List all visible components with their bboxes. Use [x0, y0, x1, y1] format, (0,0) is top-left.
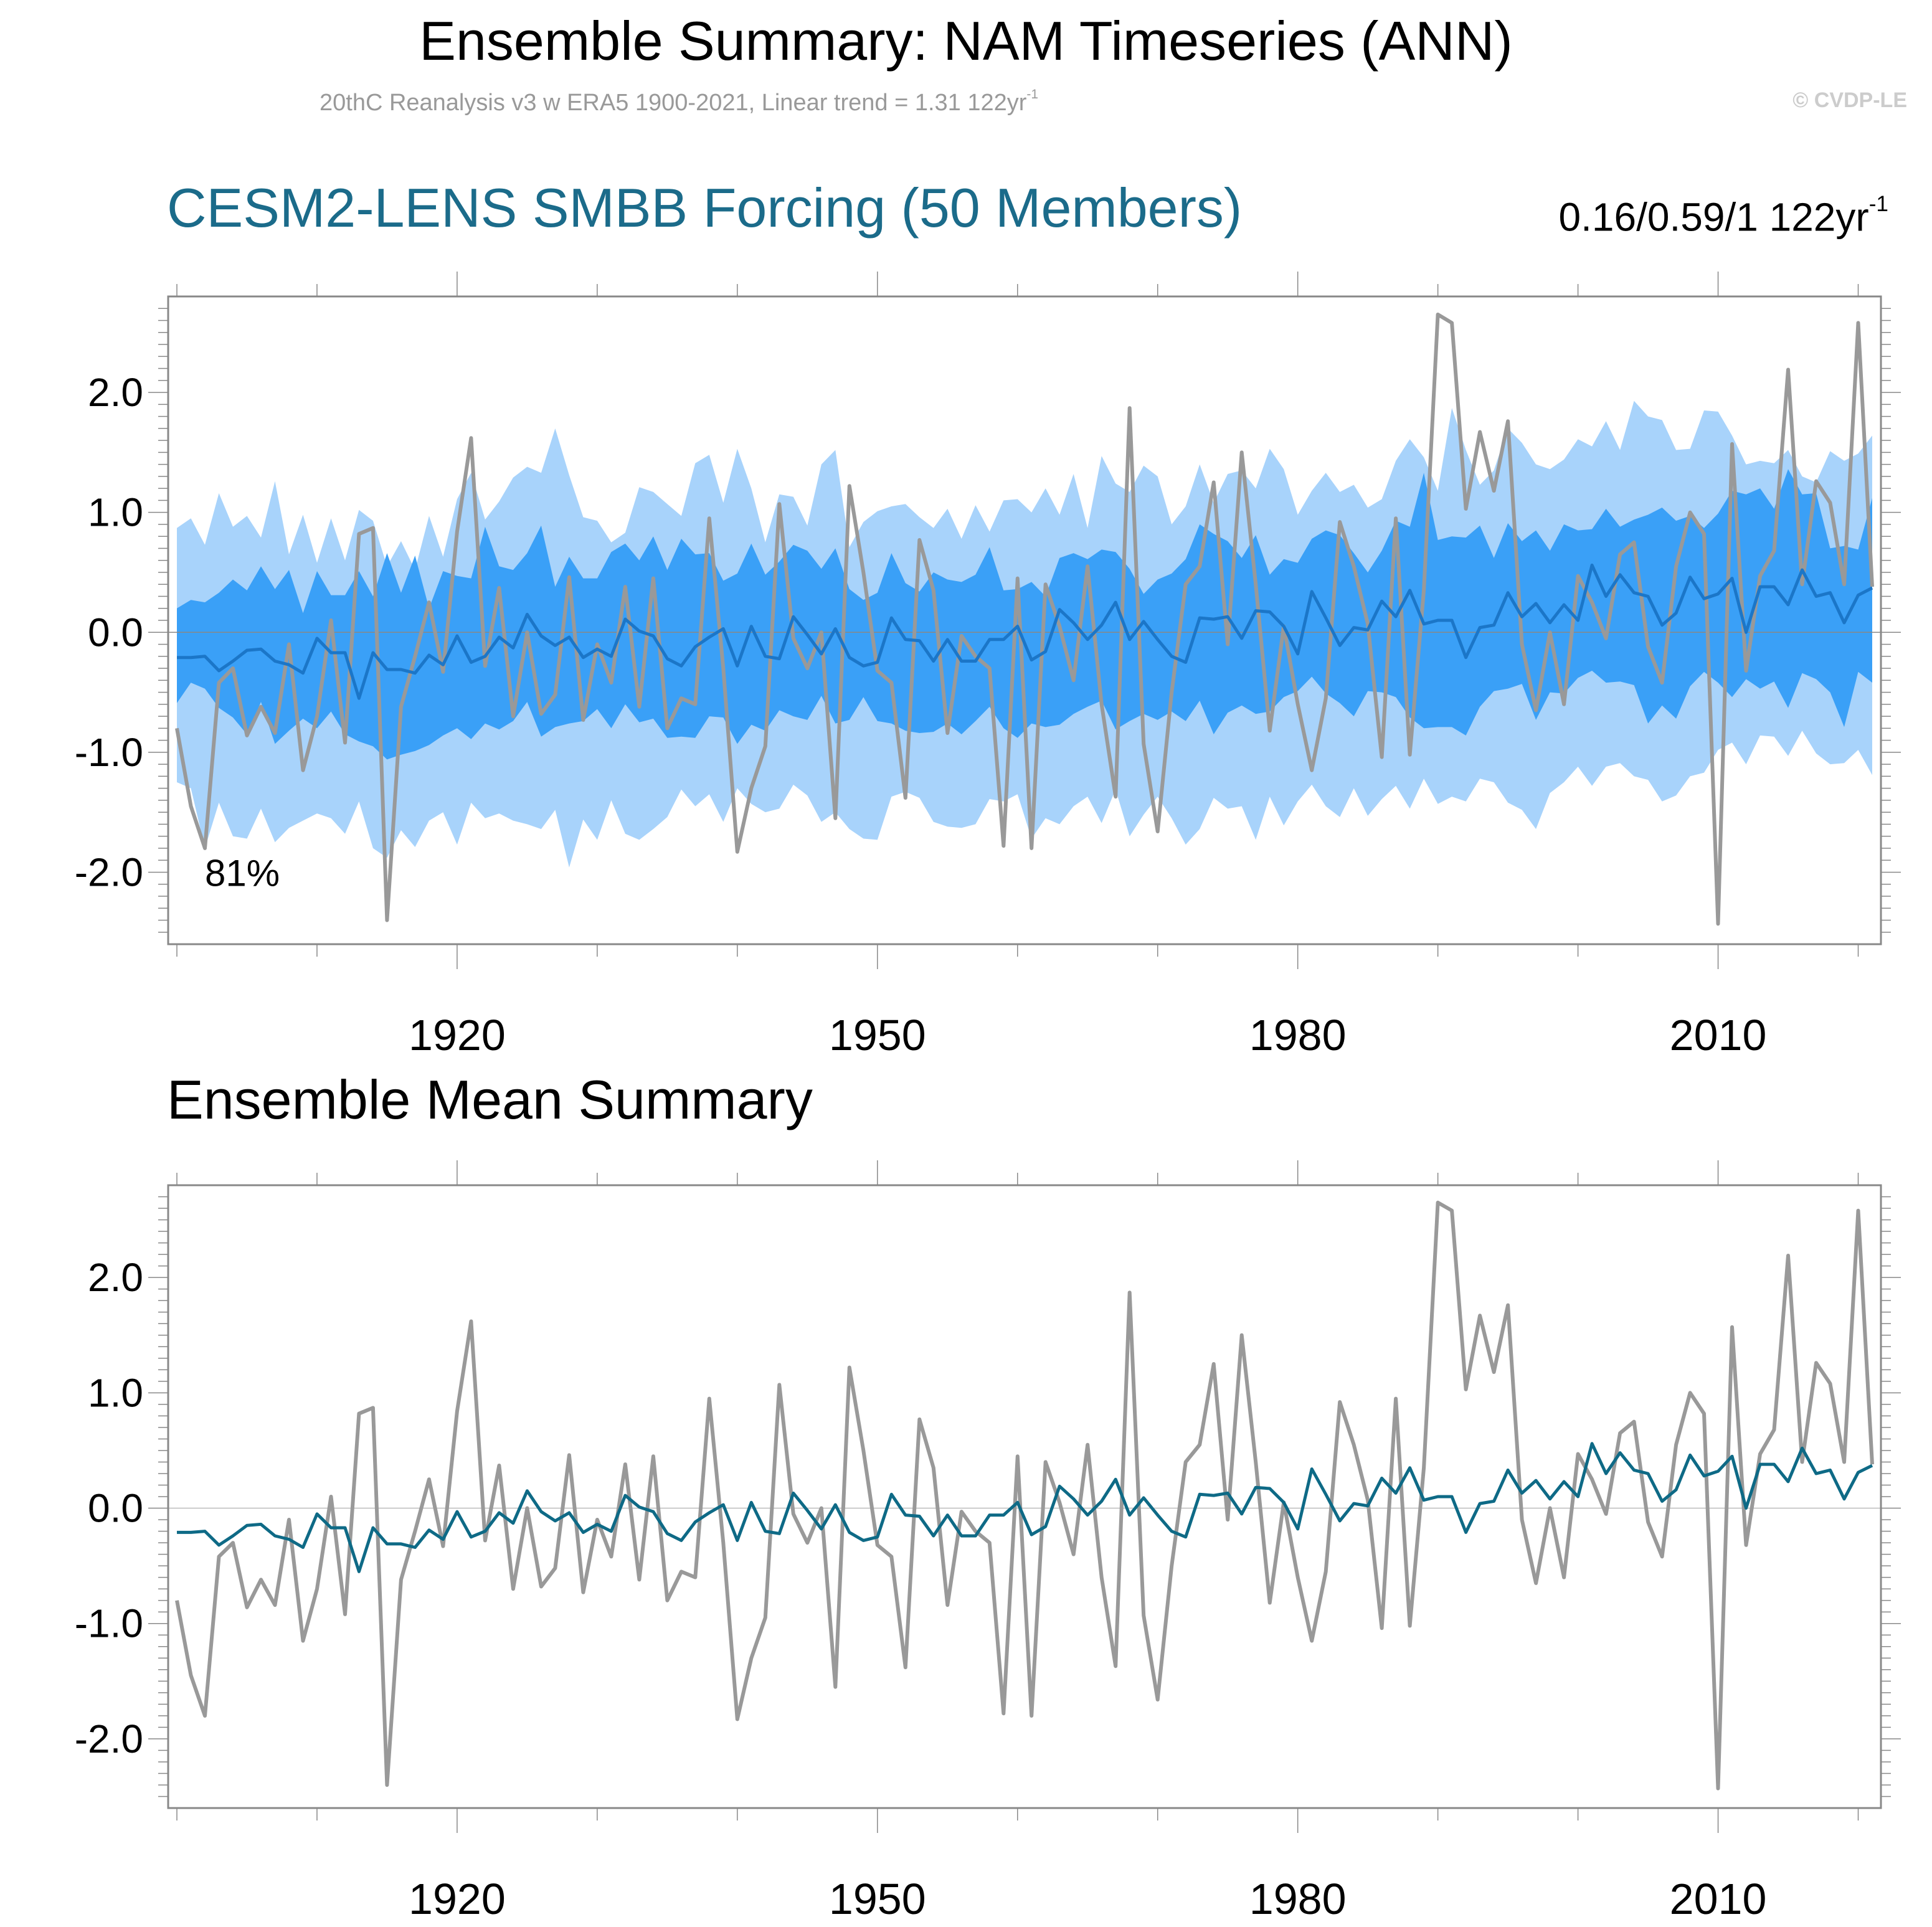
- panel1-trend-label: 0.16/0.59/1 122yr-1: [1558, 192, 1888, 240]
- subtitle: 20thC Reanalysis v3 w ERA5 1900-2021, Li…: [320, 87, 1038, 116]
- y-tick-label: -2.0: [75, 850, 143, 894]
- y-tick-label: 0.0: [88, 610, 143, 655]
- y-tick-label: 1.0: [88, 1370, 143, 1415]
- panel2-title: Ensemble Mean Summary: [167, 1069, 813, 1130]
- x-tick-label: 1950: [829, 1011, 926, 1059]
- observed-series-line: [175, 1200, 1874, 1791]
- x-tick-label: 1950: [829, 1875, 926, 1923]
- observed-series-line: [175, 312, 1874, 926]
- x-tick-label: 1920: [409, 1875, 506, 1923]
- x-tick-label: 1980: [1249, 1011, 1347, 1059]
- y-tick-label: -1.0: [75, 730, 143, 775]
- panel1-title: CESM2-LENS SMBB Forcing (50 Members): [167, 177, 1243, 239]
- x-tick-label: 1920: [409, 1011, 506, 1059]
- y-tick-label: 0.0: [88, 1486, 143, 1531]
- x-tick-label: 2010: [1670, 1011, 1767, 1059]
- y-tick-label: -2.0: [75, 1716, 143, 1761]
- panel1-plot: -2.0 -1.0 0.0 1.0 2.0 1920 1950 1980 2010 81%: [75, 272, 1901, 1059]
- y-tick-label: 2.0: [88, 370, 143, 415]
- main-title: Ensemble Summary: NAM Timeseries (ANN): [419, 10, 1513, 72]
- spread-inner-band: [177, 469, 1872, 760]
- ensemble-mean-line: [177, 1442, 1873, 1573]
- y-tick-label: 1.0: [88, 490, 143, 535]
- y-tick-label: 2.0: [88, 1255, 143, 1300]
- x-tick-label: 1980: [1249, 1875, 1347, 1923]
- copyright-label: © CVDP-LE: [1792, 88, 1907, 112]
- x-tick-label: 2010: [1670, 1875, 1767, 1923]
- percent-annotation: 81%: [205, 852, 280, 894]
- panel2-plot: -2.0 -1.0 0.0 1.0 2.0 1920 1950 1980 2010: [75, 1160, 1901, 1923]
- ensemble-mean-line: [177, 563, 1873, 700]
- y-tick-label: -1.0: [75, 1601, 143, 1646]
